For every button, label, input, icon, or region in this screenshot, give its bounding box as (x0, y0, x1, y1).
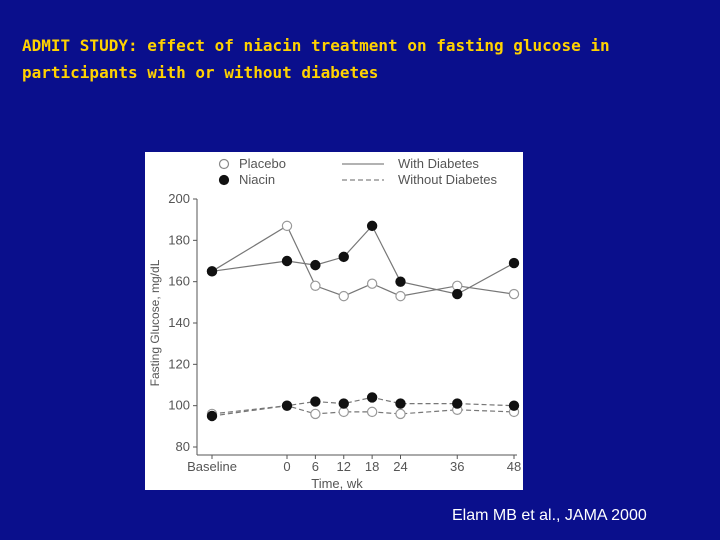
data-point (366, 278, 378, 289)
data-point (395, 276, 406, 287)
legend-label: With Diabetes (398, 156, 479, 171)
data-point (338, 398, 349, 409)
x-tick-label: 6 (312, 459, 319, 474)
data-point (281, 255, 293, 267)
data-point (452, 398, 463, 409)
data-point (206, 410, 218, 422)
legend-label: Niacin (239, 172, 275, 187)
title-line-2: participants with or without diabetes (22, 63, 379, 82)
data-point (366, 392, 378, 403)
x-axis-title: Time, wk (311, 476, 363, 490)
data-point (508, 400, 520, 411)
legend-marker-open (218, 158, 230, 170)
citation: Elam MB et al., JAMA 2000 (452, 507, 647, 524)
y-tick-label: 200 (168, 191, 190, 206)
x-tick-label: 24 (393, 459, 407, 474)
data-point (281, 400, 293, 411)
data-point (395, 408, 406, 420)
x-tick-label: 48 (507, 459, 521, 474)
x-tick-label: 18 (365, 459, 379, 474)
data-point (310, 280, 321, 291)
chart-panel: 80 100 120 140 160 180 200 Baseline 0 6 12 18 24 36 48… (145, 152, 523, 490)
x-tick-label: Baseline (187, 459, 237, 474)
data-point (338, 251, 349, 263)
data-point (310, 408, 321, 420)
data-point (508, 288, 520, 300)
x-tick-label: 36 (450, 459, 464, 474)
y-tick-label: 140 (168, 315, 190, 330)
y-tick-label: 180 (168, 232, 190, 247)
legend-marker-filled (218, 174, 230, 186)
title-line-1: ADMIT STUDY: effect of niacin treatment … (22, 36, 610, 55)
series-line-3 (211, 396, 515, 417)
series-line-2 (211, 405, 515, 415)
data-point (452, 288, 463, 300)
x-tick-label: 0 (283, 459, 290, 474)
legend-label: Placebo (239, 156, 286, 171)
series-line-1 (211, 224, 515, 295)
data-point (366, 406, 378, 418)
y-tick-label: 80 (176, 439, 190, 454)
data-point (206, 266, 218, 277)
data-point (310, 259, 321, 271)
data-point (508, 257, 520, 269)
y-tick-label: 100 (168, 398, 190, 413)
data-point (281, 220, 293, 232)
data-point (395, 398, 406, 409)
y-tick-label: 160 (168, 274, 190, 289)
y-axis-title: Fasting Glucose, mg/dL (148, 259, 162, 386)
data-point (310, 396, 321, 407)
y-tick-label: 120 (168, 356, 190, 371)
glucose-chart: 80 100 120 140 160 180 200 Baseline 0 6 12 18 24 36 48… (148, 156, 521, 490)
data-point (395, 290, 406, 302)
slide-title: ADMIT STUDY: effect of niacin treatment … (22, 32, 702, 86)
series-line-0 (211, 225, 515, 297)
data-point (366, 220, 378, 232)
legend-label: Without Diabetes (398, 172, 497, 187)
x-tick-label: 12 (337, 459, 351, 474)
data-point (338, 290, 349, 302)
